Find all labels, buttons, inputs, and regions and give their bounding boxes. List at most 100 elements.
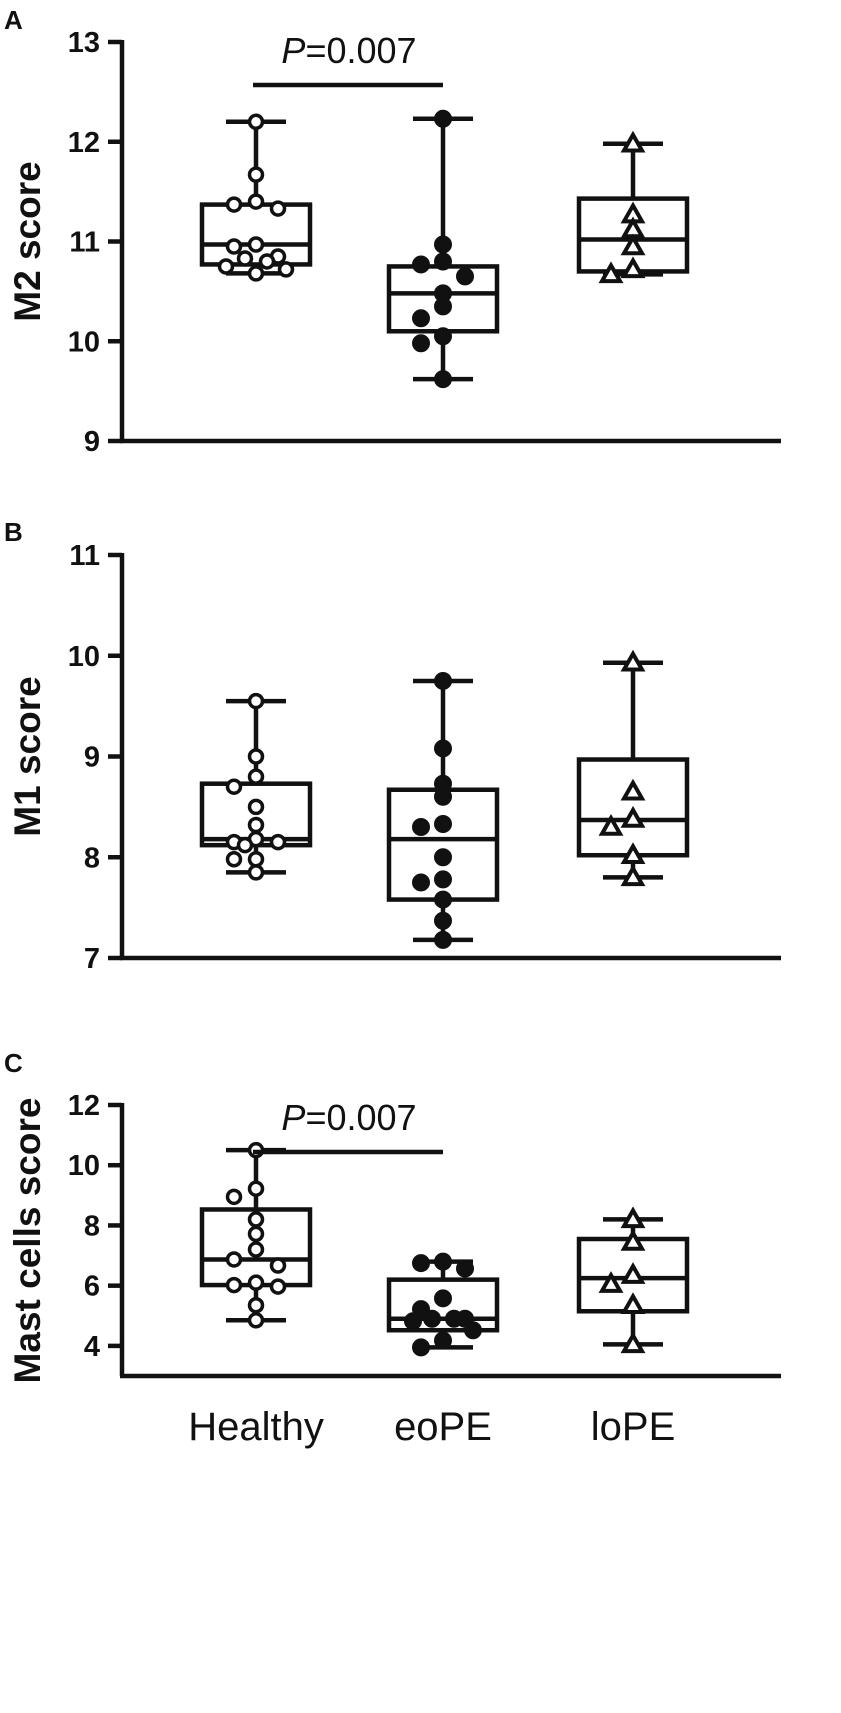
box-healthy: [199, 692, 313, 881]
data-point: [434, 370, 452, 389]
y-tick-label: 10: [68, 641, 100, 673]
y-tick-label: 11: [69, 540, 100, 572]
data-point: [247, 1211, 265, 1228]
y-tick-label: 9: [84, 426, 100, 458]
data-point: [434, 848, 452, 867]
y-tick-label: 8: [84, 1210, 100, 1242]
data-point: [247, 1241, 265, 1258]
data-point: [247, 692, 265, 710]
data-point: [225, 851, 243, 868]
data-point: [434, 671, 452, 690]
data-point: [456, 1259, 474, 1278]
data-point: [434, 1252, 452, 1271]
data-point: [247, 1274, 265, 1291]
y-tick-label: 12: [68, 1090, 100, 1122]
data-point: [620, 1292, 646, 1314]
box-eope: [386, 671, 500, 949]
data-point: [620, 805, 646, 828]
data-point: [236, 836, 254, 854]
box-eope: [386, 109, 500, 389]
data-point: [247, 113, 265, 131]
box-lope: [576, 1206, 690, 1354]
data-point: [620, 864, 646, 887]
data-point: [247, 816, 265, 834]
data-point: [434, 1289, 452, 1308]
y-tick-label: 4: [84, 1331, 100, 1363]
data-point: [247, 1180, 265, 1197]
data-point: [412, 873, 430, 892]
y-tick-label: 6: [84, 1271, 100, 1303]
y-tick-label: 8: [84, 842, 100, 874]
data-point: [620, 1262, 646, 1284]
p-value: =0.007: [305, 1097, 416, 1138]
panel-c: C Mast cells score 4 6 8 10 12 P=0.007 Healthy eo…: [4, 1048, 781, 1449]
data-point: [225, 778, 243, 795]
data-point: [247, 768, 265, 785]
data-point: [269, 200, 287, 217]
data-point: [247, 748, 265, 765]
data-point: [598, 813, 624, 836]
data-point: [434, 870, 452, 889]
data-point: [464, 1321, 482, 1340]
data-point: [412, 1254, 430, 1273]
y-axis-title: Mast cells score: [7, 1098, 48, 1384]
data-point: [269, 833, 287, 851]
data-point: [620, 778, 646, 801]
data-point: [620, 1228, 646, 1251]
y-tick-label: 10: [68, 1150, 100, 1182]
data-point: [456, 267, 474, 286]
y-axis-title: M1 score: [7, 676, 48, 836]
data-point: [247, 265, 265, 282]
panel-label: C: [4, 1048, 23, 1078]
panel-b: B M1 score 7 8 9 10 11: [4, 517, 781, 975]
data-point: [225, 1276, 243, 1294]
data-point: [434, 739, 452, 758]
box-healthy: [199, 113, 313, 282]
data-point: [412, 309, 430, 328]
box-lope: [576, 649, 690, 887]
y-tick-label: 11: [69, 227, 100, 259]
data-point: [434, 297, 452, 316]
y-tick-label: 13: [68, 27, 100, 59]
data-point: [434, 787, 452, 806]
y-tick-label: 12: [68, 127, 100, 159]
data-point: [434, 890, 452, 909]
data-point: [434, 235, 452, 254]
data-point: [412, 255, 430, 274]
significance-label: P=0.007: [281, 30, 416, 71]
panel-a: A M2 score 9 10 11 12 13 P=0.007: [4, 5, 781, 458]
box-lope: [576, 130, 690, 284]
data-point: [247, 236, 265, 253]
data-point: [434, 1331, 452, 1350]
data-point: [598, 261, 624, 284]
data-point: [217, 258, 235, 275]
data-point: [434, 815, 452, 834]
p-prefix: P: [281, 1097, 305, 1138]
data-point: [247, 1312, 265, 1329]
data-point: [247, 1296, 265, 1314]
data-point: [620, 233, 646, 256]
y-axis-title: M2 score: [7, 161, 48, 321]
data-point: [620, 842, 646, 864]
data-point: [434, 930, 452, 949]
data-point: [598, 1271, 624, 1293]
data-point: [423, 1309, 441, 1328]
data-point: [620, 1331, 646, 1354]
y-tick-label: 9: [84, 742, 100, 774]
data-point: [247, 193, 265, 210]
data-point: [247, 851, 265, 868]
data-point: [247, 864, 265, 881]
data-point: [445, 1309, 463, 1328]
data-point: [434, 109, 452, 128]
y-tick-label: 10: [68, 326, 100, 358]
x-category-label: eoPE: [394, 1405, 492, 1449]
data-point: [620, 1206, 646, 1229]
y-tick-label: 7: [84, 943, 100, 975]
p-prefix: P: [281, 30, 305, 71]
data-point: [269, 1257, 287, 1274]
data-point: [620, 256, 646, 279]
data-point: [225, 196, 243, 213]
data-point: [277, 261, 295, 278]
x-category-label: Healthy: [188, 1405, 324, 1449]
